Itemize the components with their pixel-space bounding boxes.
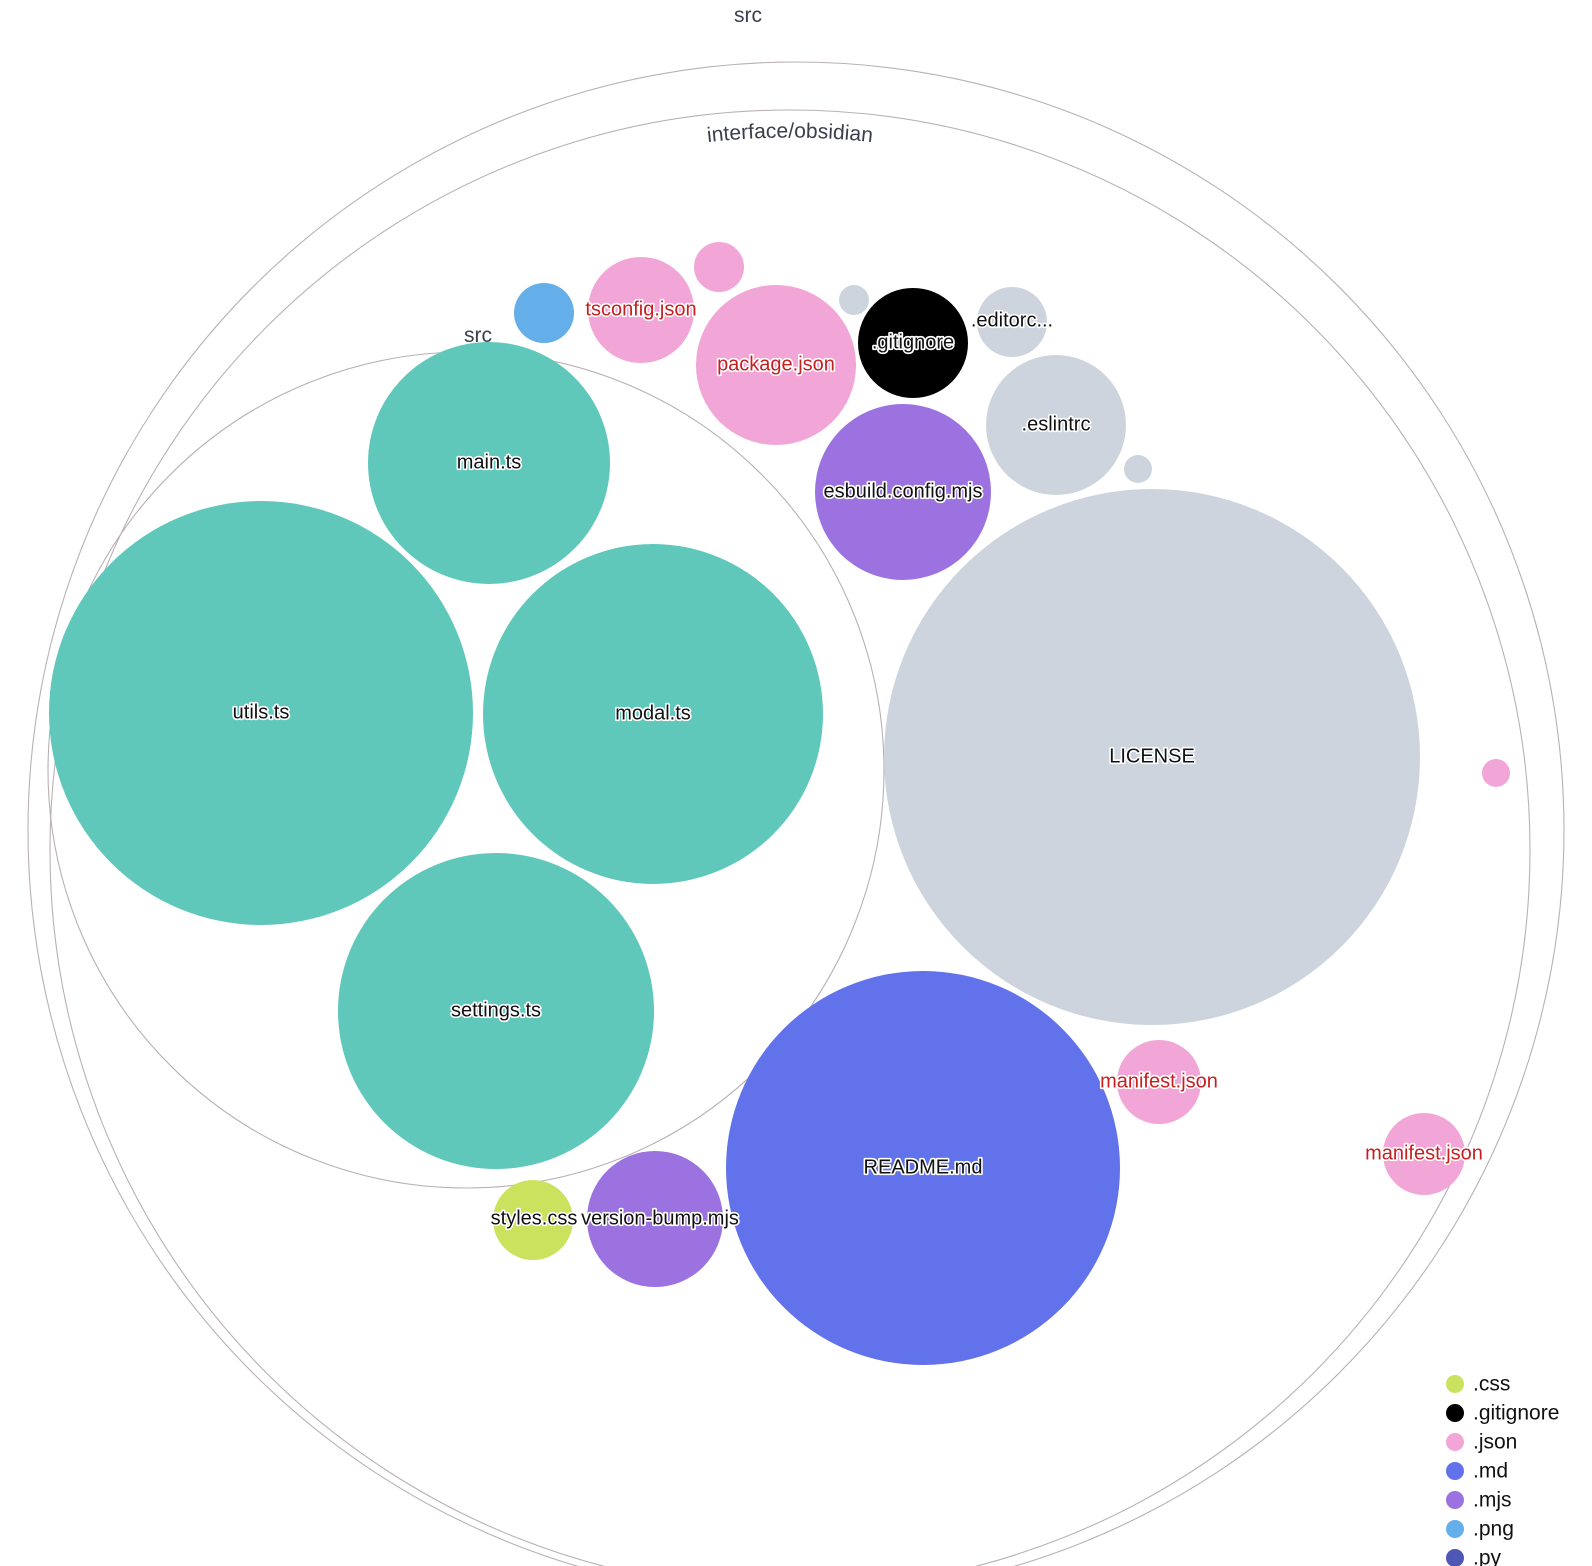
file-bubble-label: version-bump.mjs (581, 1207, 739, 1229)
file-bubble-label: .eslintrc (1022, 413, 1091, 435)
file-bubble-label: modal.ts (615, 702, 691, 724)
file-bubble[interactable] (49, 501, 473, 925)
file-bubble-label: LICENSE (1109, 745, 1195, 767)
file-bubble-label: settings.ts (451, 999, 541, 1021)
legend: .css.gitignore.json.md.mjs.png.py.ts (1446, 1373, 1559, 1566)
group-ring (49, 109, 1531, 1566)
legend-swatch (1446, 1433, 1464, 1451)
legend-label[interactable]: .md (1473, 1460, 1508, 1483)
file-bubble[interactable] (588, 257, 694, 363)
file-bubble[interactable] (839, 285, 869, 315)
legend-swatch (1446, 1404, 1464, 1422)
file-bubble[interactable] (1383, 1113, 1465, 1195)
group-ring (27, 61, 1565, 1566)
file-bubble[interactable] (368, 342, 610, 584)
legend-label[interactable]: .png (1473, 1518, 1514, 1541)
file-bubble[interactable] (726, 971, 1120, 1365)
file-bubble[interactable] (514, 283, 574, 343)
file-bubble[interactable] (587, 1151, 723, 1287)
group-labels-layer: src interface/obsidian src (464, 4, 874, 347)
file-bubble-label: utils.ts (233, 701, 290, 723)
leaf-labels-layer: utils.ts modal.ts settings.ts main.ts LICENS… (231, 297, 1484, 1231)
file-bubble-label: manifest.json (1100, 1070, 1218, 1092)
legend-swatch (1446, 1491, 1464, 1509)
legend-label[interactable]: .mjs (1473, 1489, 1512, 1512)
legend-swatch (1446, 1520, 1464, 1538)
legend-label[interactable]: .css (1473, 1373, 1510, 1396)
file-bubble[interactable] (815, 404, 991, 580)
group-label: src (734, 4, 762, 27)
file-bubble[interactable] (493, 1180, 573, 1260)
legend-swatch (1446, 1375, 1464, 1393)
file-bubble[interactable] (1482, 759, 1510, 787)
file-bubble-label: tsconfig.json (585, 298, 696, 320)
legend-label[interactable]: .py (1473, 1547, 1502, 1566)
file-bubble[interactable] (1117, 1040, 1201, 1124)
file-bubble[interactable] (696, 285, 856, 445)
file-bubble[interactable] (694, 242, 744, 292)
file-bubble[interactable] (858, 288, 968, 398)
file-bubble-label: manifest.json (1365, 1142, 1483, 1164)
file-bubble[interactable] (1124, 455, 1152, 483)
group-label: interface/obsidian (706, 120, 874, 148)
file-bubble-label: main.ts (457, 451, 521, 473)
file-bubble-label: .gitignore (872, 331, 954, 353)
file-bubble[interactable] (986, 355, 1126, 495)
legend-swatch (1446, 1462, 1464, 1480)
group-label: src (464, 324, 492, 347)
legend-label[interactable]: .json (1473, 1431, 1517, 1454)
file-bubble[interactable] (977, 287, 1047, 357)
file-bubble[interactable] (483, 544, 823, 884)
file-bubble[interactable] (884, 489, 1420, 1025)
file-bubble-label: package.json (717, 353, 835, 375)
file-bubble-label: styles.css (491, 1207, 578, 1229)
legend-swatch (1446, 1549, 1464, 1566)
legend-label[interactable]: .gitignore (1473, 1402, 1559, 1425)
file-bubble-label: README.md (864, 1156, 983, 1178)
file-bubble-label: .editorc... (971, 309, 1053, 331)
file-bubble[interactable] (338, 853, 654, 1169)
leaf-circles-layer (49, 242, 1510, 1365)
group-rings-layer (27, 61, 1565, 1566)
file-bubble-label: esbuild.config.mjs (824, 480, 983, 502)
